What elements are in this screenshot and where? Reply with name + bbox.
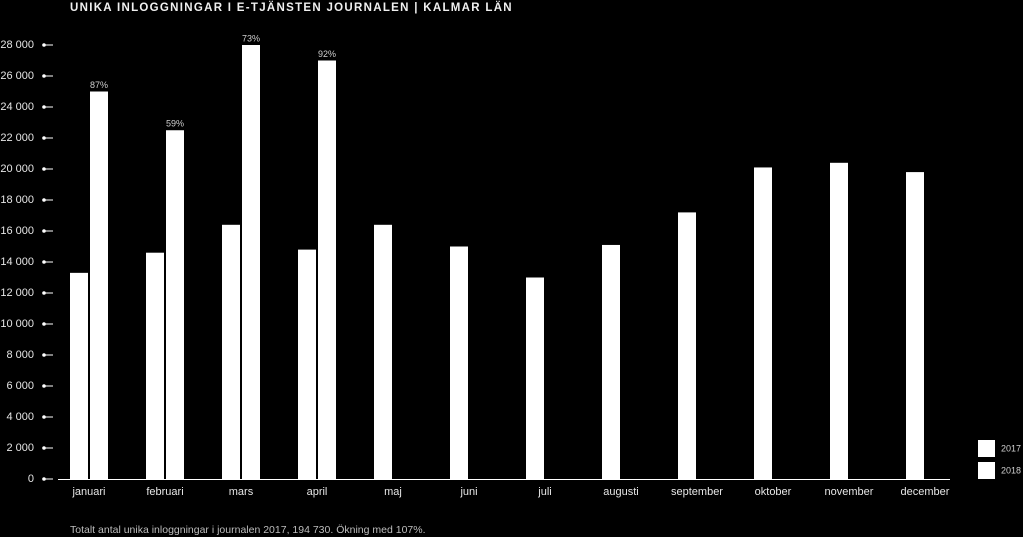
tick-dot	[42, 136, 46, 140]
y-tick-label: 16 000	[0, 225, 34, 237]
tick-dot	[42, 74, 46, 78]
y-tick-label: 22 000	[0, 132, 34, 144]
x-tick-label: september	[671, 486, 723, 498]
y-tick-label: 20 000	[0, 163, 34, 175]
x-tick-label: maj	[384, 486, 402, 498]
annotation: 73%	[242, 33, 260, 43]
annotation: 87%	[90, 80, 108, 90]
bar	[906, 172, 924, 479]
annotation: 59%	[166, 119, 184, 129]
y-tick-label: 6 000	[6, 380, 34, 392]
tick-dot	[42, 322, 46, 326]
tick-dot	[42, 198, 46, 202]
x-tick-label: juni	[459, 486, 477, 498]
y-tick-label: 28 000	[0, 39, 34, 51]
bar	[678, 212, 696, 479]
y-tick-label: 24 000	[0, 101, 34, 113]
x-tick-label: oktober	[755, 486, 792, 498]
x-tick-label: februari	[146, 486, 183, 498]
footnote: Totalt antal unika inloggningar i journa…	[70, 524, 426, 536]
legend-swatch	[978, 462, 995, 479]
x-tick-label: mars	[229, 486, 254, 498]
tick-dot	[42, 260, 46, 264]
y-tick-label: 4 000	[6, 411, 34, 423]
y-tick-label: 2 000	[6, 442, 34, 454]
x-tick-label: april	[307, 486, 328, 498]
tick-dot	[42, 353, 46, 357]
bar	[70, 272, 88, 479]
x-tick-label: juli	[537, 486, 551, 498]
bar	[90, 91, 108, 479]
tick-dot	[42, 43, 46, 47]
bar	[830, 162, 848, 480]
y-tick-label: 26 000	[0, 70, 34, 82]
tick-dot	[42, 384, 46, 388]
tick-dot	[42, 291, 46, 295]
legend-label: 2017	[1001, 443, 1021, 453]
bar	[526, 277, 544, 479]
chart-title: UNIKA INLOGGNINGAR I E-TJÄNSTEN JOURNALE…	[70, 1, 513, 14]
tick-dot	[42, 415, 46, 419]
legend-swatch	[978, 440, 995, 457]
bar	[146, 252, 164, 479]
x-tick-label: december	[901, 486, 950, 498]
legend-label: 2018	[1001, 465, 1021, 475]
bar	[242, 45, 260, 479]
y-tick-label: 8 000	[6, 349, 34, 361]
tick-dot	[42, 229, 46, 233]
y-tick-label: 0	[28, 473, 34, 485]
bar	[754, 167, 772, 479]
tick-dot	[42, 105, 46, 109]
bar	[298, 249, 316, 479]
tick-dot	[42, 446, 46, 450]
x-tick-label: augusti	[603, 486, 638, 498]
bar	[450, 246, 468, 479]
y-tick-label: 14 000	[0, 256, 34, 268]
bar	[374, 224, 392, 479]
bar	[318, 60, 336, 479]
y-tick-label: 10 000	[0, 318, 34, 330]
x-tick-label: november	[825, 486, 874, 498]
y-tick-label: 18 000	[0, 194, 34, 206]
annotation: 92%	[318, 49, 336, 59]
x-tick-label: januari	[71, 486, 105, 498]
bar	[222, 224, 240, 479]
tick-dot	[42, 477, 46, 481]
tick-dot	[42, 167, 46, 171]
bar	[166, 130, 184, 479]
y-tick-label: 12 000	[0, 287, 34, 299]
bar	[602, 244, 620, 479]
